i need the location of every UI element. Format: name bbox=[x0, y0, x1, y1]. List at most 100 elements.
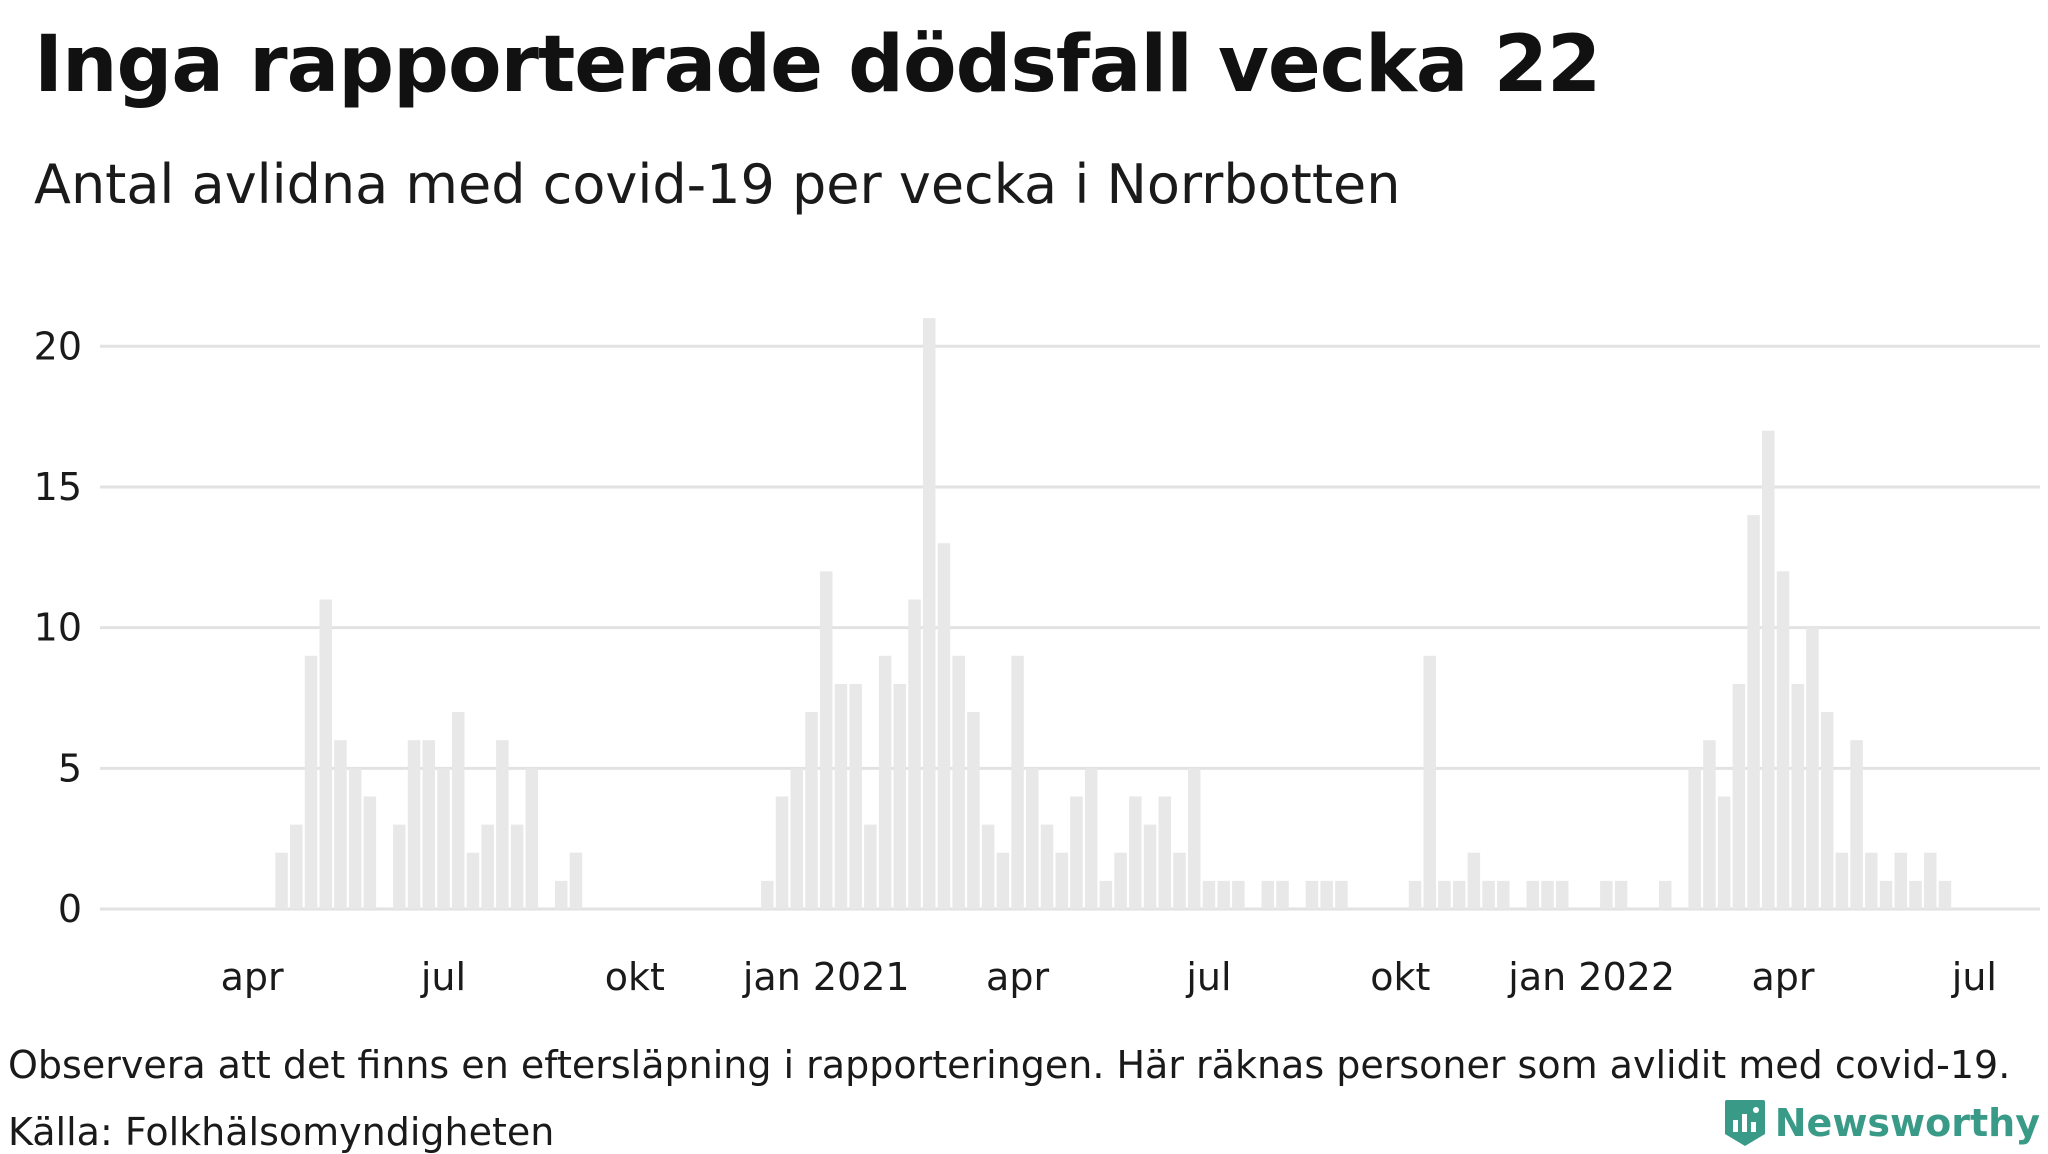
bar bbox=[1732, 683, 1746, 909]
bar bbox=[1232, 880, 1245, 909]
y-tick-label: 5 bbox=[58, 746, 82, 790]
bar bbox=[1335, 880, 1348, 909]
x-tick-label: jul bbox=[1951, 955, 1997, 999]
bar bbox=[1717, 796, 1731, 909]
bar bbox=[981, 824, 995, 909]
y-tick-label: 10 bbox=[34, 606, 82, 650]
bar bbox=[1762, 430, 1775, 909]
bar bbox=[1909, 880, 1922, 909]
x-tick-label: jul bbox=[420, 955, 466, 999]
bar bbox=[319, 599, 332, 909]
bar bbox=[1791, 683, 1804, 909]
bar bbox=[790, 768, 804, 909]
bar bbox=[1026, 768, 1039, 909]
bar bbox=[510, 824, 524, 909]
bar bbox=[1850, 740, 1863, 909]
bar bbox=[1276, 880, 1289, 909]
bar bbox=[967, 712, 980, 909]
bar bbox=[1408, 880, 1422, 909]
bar bbox=[1114, 852, 1127, 909]
bar bbox=[805, 712, 818, 909]
chart-source: Källa: Folkhälsomyndigheten bbox=[8, 1110, 555, 1154]
chart-subtitle: Antal avlidna med covid-19 per vecka i N… bbox=[34, 153, 1401, 216]
bar bbox=[1747, 515, 1760, 909]
bar bbox=[1894, 852, 1908, 909]
bar bbox=[1467, 852, 1481, 909]
bar bbox=[1614, 880, 1628, 909]
y-axis-ticks: 0 5 10 15 20 bbox=[34, 324, 82, 931]
y-tick-label: 20 bbox=[34, 324, 82, 368]
x-tick-label: apr bbox=[1751, 955, 1814, 999]
bar bbox=[1865, 852, 1878, 909]
bar bbox=[1482, 880, 1495, 909]
bar bbox=[996, 852, 1010, 909]
chart-title: Inga rapporterade dödsfall vecka 22 bbox=[34, 20, 1601, 110]
y-tick-label: 0 bbox=[58, 887, 82, 931]
bar bbox=[1173, 852, 1186, 909]
bar bbox=[775, 796, 789, 909]
bar bbox=[555, 880, 568, 909]
bar bbox=[1040, 824, 1054, 909]
bar bbox=[422, 740, 436, 909]
bar bbox=[1423, 655, 1436, 909]
bar bbox=[1555, 880, 1569, 909]
bars bbox=[275, 318, 1952, 909]
chart-note: Observera att det finns en eftersläpning… bbox=[8, 1043, 2011, 1087]
bar bbox=[1099, 880, 1113, 909]
bar bbox=[1261, 880, 1275, 909]
bar bbox=[1497, 880, 1510, 909]
bar bbox=[1526, 880, 1540, 909]
bar bbox=[1600, 880, 1613, 909]
bar bbox=[348, 768, 362, 909]
bar bbox=[525, 768, 539, 909]
brand-name: Newsworthy bbox=[1774, 1101, 2040, 1145]
bar bbox=[569, 852, 583, 909]
bar bbox=[407, 740, 421, 909]
bar bbox=[1835, 852, 1849, 909]
bar bbox=[437, 768, 450, 909]
bar bbox=[849, 683, 862, 909]
bar bbox=[304, 655, 318, 909]
bar bbox=[1055, 852, 1068, 909]
bar bbox=[878, 655, 892, 909]
bar bbox=[1217, 880, 1230, 909]
bar bbox=[1452, 880, 1466, 909]
x-tick-label: jul bbox=[1185, 955, 1231, 999]
bar bbox=[893, 683, 907, 909]
bar bbox=[937, 543, 951, 909]
bar bbox=[496, 740, 509, 909]
newsworthy-logo-icon bbox=[1724, 1100, 1765, 1146]
bar bbox=[834, 683, 848, 909]
brand-logo[interactable]: Newsworthy bbox=[1723, 1098, 2040, 1148]
bar bbox=[819, 571, 833, 909]
bar bbox=[1202, 880, 1216, 909]
bar bbox=[1438, 880, 1451, 909]
bar bbox=[1659, 880, 1672, 909]
bar bbox=[1011, 655, 1024, 909]
bar bbox=[334, 740, 347, 909]
x-tick-label: jan 2021 bbox=[742, 955, 910, 999]
bar bbox=[481, 824, 494, 909]
bar bbox=[1923, 852, 1937, 909]
bar bbox=[1703, 740, 1716, 909]
bar bbox=[275, 852, 288, 909]
x-tick-label: apr bbox=[986, 955, 1049, 999]
bar bbox=[393, 824, 406, 909]
bar bbox=[864, 824, 877, 909]
bar bbox=[1320, 880, 1333, 909]
bar bbox=[1187, 768, 1201, 909]
bar bbox=[908, 599, 921, 909]
bar bbox=[1129, 796, 1142, 909]
bar bbox=[1820, 712, 1834, 909]
bar bbox=[1879, 880, 1893, 909]
bar bbox=[1143, 824, 1157, 909]
bar-chart: 0 5 10 15 20 apr jul okt jan 2021 apr jul okt jan 2… bbox=[34, 318, 2040, 999]
bar bbox=[451, 712, 465, 909]
bar bbox=[1305, 880, 1319, 909]
bar bbox=[761, 880, 774, 909]
bar bbox=[1070, 796, 1083, 909]
bar bbox=[1688, 768, 1701, 909]
bar bbox=[1541, 880, 1554, 909]
bar bbox=[466, 852, 480, 909]
bar bbox=[1806, 627, 1819, 909]
